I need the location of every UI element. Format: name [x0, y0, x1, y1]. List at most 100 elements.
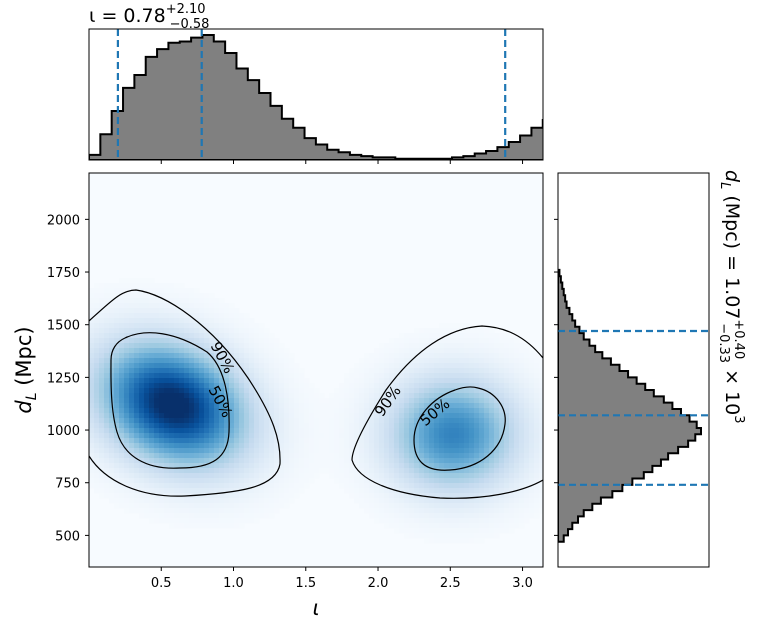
- heatmap-cell: [474, 378, 480, 384]
- heatmap-cell: [494, 453, 500, 459]
- heatmap-cell: [464, 458, 470, 464]
- heatmap-cell: [274, 408, 280, 414]
- heatmap-cell: [419, 458, 425, 464]
- heatmap-cell: [459, 443, 465, 449]
- heatmap-cell: [164, 378, 170, 384]
- heatmap-cell: [384, 523, 390, 529]
- heatmap-cell: [474, 348, 480, 354]
- heatmap-cell: [244, 323, 250, 329]
- heatmap-cell: [489, 508, 495, 514]
- heatmap-cell: [224, 363, 230, 369]
- heatmap-cell: [89, 413, 95, 419]
- heatmap-cell: [149, 448, 155, 454]
- heatmap-cell: [404, 488, 410, 494]
- heatmap-cell: [244, 318, 250, 324]
- right-title-text: dL (Mpc) = 1.07+0.40−0.33 × 103: [716, 170, 746, 424]
- heatmap-cell: [139, 373, 145, 379]
- heatmap-cell: [529, 423, 535, 429]
- heatmap-cell: [409, 453, 415, 459]
- heatmap-cell: [449, 538, 455, 544]
- heatmap-cell: [184, 443, 190, 449]
- heatmap-cell: [364, 483, 370, 489]
- heatmap-cell: [394, 423, 400, 429]
- heatmap-cell: [119, 433, 125, 439]
- heatmap-cell: [124, 423, 130, 429]
- heatmap-cell: [239, 358, 245, 364]
- heatmap-cell: [94, 288, 100, 294]
- heatmap-cell: [384, 398, 390, 404]
- heatmap-cell: [124, 338, 130, 344]
- heatmap-cell: [174, 443, 180, 449]
- heatmap-cell: [159, 298, 165, 304]
- heatmap-cell: [259, 408, 265, 414]
- heatmap-cell: [364, 433, 370, 439]
- heatmap-cell: [129, 358, 135, 364]
- heatmap-cell: [399, 348, 405, 354]
- heatmap-cell: [219, 433, 225, 439]
- heatmap-cell: [129, 343, 135, 349]
- heatmap-cell: [529, 388, 535, 394]
- heatmap-cell: [144, 438, 150, 444]
- heatmap-cell: [364, 363, 370, 369]
- heatmap-cell: [329, 443, 335, 449]
- heatmap-cell: [504, 468, 510, 474]
- heatmap-cell: [434, 453, 440, 459]
- heatmap-cell: [444, 423, 450, 429]
- heatmap-cell: [104, 488, 110, 494]
- heatmap-cell: [394, 433, 400, 439]
- heatmap-cell: [309, 423, 315, 429]
- heatmap-cell: [499, 498, 505, 504]
- heatmap-cell: [129, 403, 135, 409]
- heatmap-cell: [479, 503, 485, 509]
- heatmap-cell: [154, 483, 160, 489]
- heatmap-cell: [384, 403, 390, 409]
- heatmap-cell: [519, 363, 525, 369]
- heatmap-cell: [504, 418, 510, 424]
- heatmap-cell: [534, 508, 540, 514]
- heatmap-cell: [409, 528, 415, 534]
- heatmap-cell: [249, 338, 255, 344]
- heatmap-cell: [414, 358, 420, 364]
- heatmap-cell: [184, 473, 190, 479]
- heatmap-cell: [174, 328, 180, 334]
- heatmap-cell: [214, 428, 220, 434]
- heatmap-cell: [514, 413, 520, 419]
- heatmap-cell: [464, 428, 470, 434]
- heatmap-cell: [229, 393, 235, 399]
- heatmap-cell: [294, 363, 300, 369]
- heatmap-cell: [179, 513, 185, 519]
- heatmap-cell: [384, 413, 390, 419]
- heatmap-cell: [174, 293, 180, 299]
- heatmap-cell: [194, 338, 200, 344]
- heatmap-cell: [484, 348, 490, 354]
- heatmap-cell: [499, 428, 505, 434]
- heatmap-cell: [374, 358, 380, 364]
- heatmap-cell: [499, 468, 505, 474]
- heatmap-cell: [504, 408, 510, 414]
- heatmap-cell: [189, 348, 195, 354]
- heatmap-cell: [234, 448, 240, 454]
- heatmap-cell: [534, 513, 540, 519]
- heatmap-cell: [429, 388, 435, 394]
- heatmap-cell: [154, 423, 160, 429]
- heatmap-cell: [224, 523, 230, 529]
- heatmap-cell: [179, 438, 185, 444]
- heatmap-cell: [364, 413, 370, 419]
- heatmap-cell: [174, 383, 180, 389]
- heatmap-cell: [504, 448, 510, 454]
- heatmap-cell: [239, 403, 245, 409]
- heatmap-cell: [174, 288, 180, 294]
- heatmap-cell: [184, 448, 190, 454]
- heatmap-cell: [174, 463, 180, 469]
- heatmap-cell: [214, 303, 220, 309]
- heatmap-cell: [259, 368, 265, 374]
- heatmap-cell: [269, 378, 275, 384]
- heatmap-cell: [154, 308, 160, 314]
- heatmap-cell: [284, 443, 290, 449]
- heatmap-cell: [94, 303, 100, 309]
- heatmap-cell: [514, 348, 520, 354]
- heatmap-cell: [539, 498, 543, 504]
- heatmap-cell: [214, 383, 220, 389]
- heatmap-cell: [194, 488, 200, 494]
